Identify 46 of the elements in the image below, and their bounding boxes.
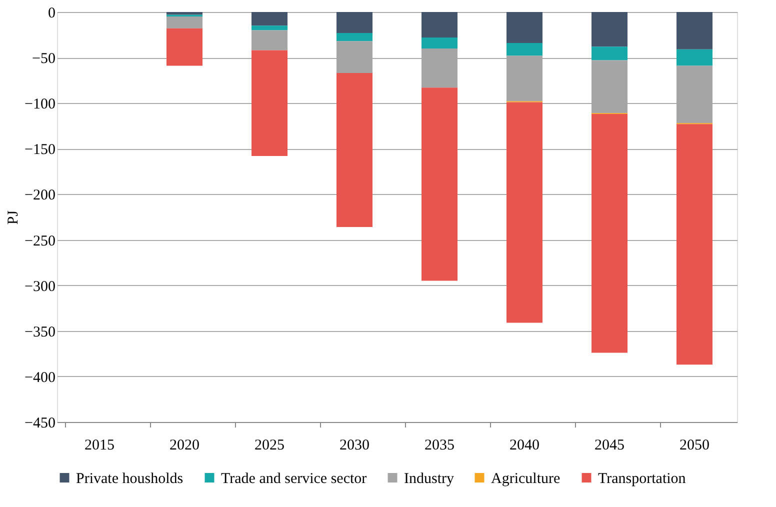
x-tick-label: 2035 bbox=[424, 438, 454, 454]
bar bbox=[506, 102, 542, 323]
bar bbox=[166, 28, 202, 66]
bar bbox=[592, 12, 628, 47]
bar bbox=[336, 12, 372, 33]
x-tick-label: 2030 bbox=[340, 438, 370, 454]
y-tick-label: −100 bbox=[24, 96, 56, 113]
legend-label: Agriculture bbox=[491, 470, 560, 487]
y-tick-label: −450 bbox=[24, 416, 56, 432]
x-tick-label: 2045 bbox=[594, 438, 624, 454]
bar bbox=[252, 12, 288, 26]
bar bbox=[676, 49, 712, 66]
bar bbox=[422, 12, 458, 38]
x-tick-label: 2020 bbox=[170, 438, 200, 454]
bar bbox=[336, 32, 372, 42]
y-tick-label: −400 bbox=[24, 370, 56, 386]
x-tick-label: 2050 bbox=[680, 438, 710, 454]
legend-label: Industry bbox=[404, 470, 454, 487]
bar bbox=[252, 26, 288, 30]
y-tick-label: −250 bbox=[24, 233, 56, 250]
legend-label: Trade and service sector bbox=[221, 470, 367, 487]
y-tick-label: −50 bbox=[32, 51, 56, 68]
bar bbox=[676, 12, 712, 50]
bar bbox=[422, 88, 458, 281]
bar bbox=[506, 12, 542, 43]
bar bbox=[252, 30, 288, 50]
y-tick-label: −350 bbox=[24, 324, 56, 340]
bar bbox=[676, 124, 712, 365]
bar bbox=[506, 42, 542, 56]
y-tick-label: −300 bbox=[24, 278, 56, 295]
y-axis-title: PJ bbox=[6, 210, 22, 225]
bar bbox=[166, 16, 202, 28]
y-tick-label: −150 bbox=[24, 142, 56, 158]
bar bbox=[422, 38, 458, 48]
x-tick-label: 2025 bbox=[254, 438, 284, 454]
x-tick-label: 2015 bbox=[84, 438, 114, 454]
y-tick-label: 0 bbox=[48, 6, 56, 22]
legend-label: Transportation bbox=[598, 470, 686, 487]
x-tick-label: 2040 bbox=[510, 438, 540, 454]
bar bbox=[336, 73, 372, 228]
bar bbox=[592, 46, 628, 60]
bar bbox=[592, 114, 628, 353]
bar bbox=[252, 50, 288, 156]
y-tick-label: −200 bbox=[24, 188, 56, 204]
bar bbox=[166, 12, 202, 15]
legend-label: Private housholds bbox=[76, 470, 184, 487]
